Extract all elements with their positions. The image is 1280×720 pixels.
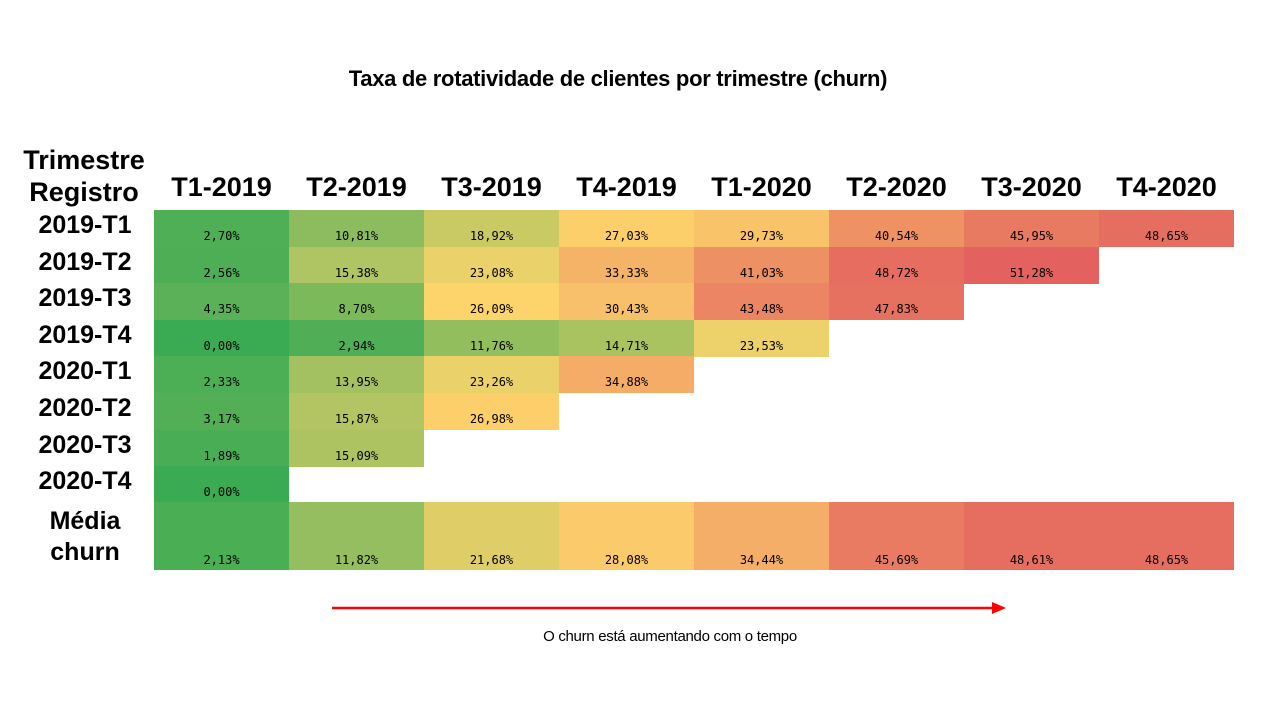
heatmap-cell: 41,03%	[694, 246, 829, 284]
heatmap-cell: 48,65%	[1099, 210, 1234, 247]
row-axis-label-line-2: Registro	[29, 177, 139, 207]
heatmap-cell: 10,81%	[289, 210, 424, 247]
heatmap-cell: 4,35%	[154, 283, 289, 321]
heatmap-cell: 1,89%	[154, 429, 289, 467]
row-header: 2019-T3	[38, 284, 132, 313]
heatmap-cell: 2,56%	[154, 246, 289, 284]
heatmap-cell: 2,70%	[154, 210, 289, 247]
row-header: 2019-T4	[38, 320, 132, 349]
column-header: T4-2019	[576, 172, 677, 202]
heatmap-cell: 30,43%	[559, 283, 694, 321]
heatmap-cell: 2,33%	[154, 356, 289, 394]
row-header: 2019-T1	[38, 211, 132, 239]
column-header: T3-2020	[981, 172, 1082, 202]
heatmap-cell: 18,92%	[424, 210, 559, 247]
heatmap-cell: 0,00%	[154, 319, 289, 357]
heatmap-cell: 15,87%	[289, 393, 424, 430]
heatmap-cell: 34,88%	[559, 356, 694, 394]
column-header: T4-2020	[1116, 172, 1217, 202]
heatmap-cell: 26,09%	[424, 283, 559, 321]
heatmap-cell: 15,09%	[289, 429, 424, 467]
heatmap-cell: 2,94%	[289, 319, 424, 357]
column-header: T1-2019	[171, 172, 272, 202]
heatmap-cell: 23,53%	[694, 319, 829, 357]
heatmap-cell: 8,70%	[289, 283, 424, 321]
heatmap-cell: 33,33%	[559, 246, 694, 284]
row-header: 2020-T2	[38, 394, 132, 422]
heatmap-cell: 27,03%	[559, 210, 694, 247]
column-header: T2-2019	[306, 172, 407, 202]
average-cell: 2,13%	[154, 502, 289, 570]
row-header: 2020-T3	[38, 430, 132, 459]
column-header: T2-2020	[846, 172, 947, 202]
row-axis-label-line-1: Trimestre	[23, 145, 145, 175]
heatmap-cell: 14,71%	[559, 319, 694, 357]
heatmap-cell: 47,83%	[829, 283, 964, 321]
heatmap-cell: 23,08%	[424, 246, 559, 284]
heatmap-cell: 15,38%	[289, 246, 424, 284]
average-row-label-line-2: churn	[50, 538, 120, 566]
heatmap-cell: 26,98%	[424, 393, 559, 430]
heatmap-cell: 40,54%	[829, 210, 964, 247]
average-cell: 11,82%	[289, 502, 424, 570]
average-cell: 48,61%	[964, 502, 1099, 570]
average-cell: 21,68%	[424, 502, 559, 570]
average-cell: 34,44%	[694, 502, 829, 570]
row-header: 2020-T4	[38, 467, 132, 496]
heatmap-cell: 45,95%	[964, 210, 1099, 247]
average-cell: 45,69%	[829, 502, 964, 570]
heatmap-cell: 13,95%	[289, 356, 424, 394]
heatmap-cell: 11,76%	[424, 319, 559, 357]
trend-caption: O churn está aumentando com o tempo	[543, 628, 797, 645]
heatmap-cell: 0,00%	[154, 466, 289, 504]
row-axis-label: Trimestre Registro	[4, 144, 164, 208]
average-row-label: Média churn	[14, 506, 156, 568]
heatmap-cell: 48,72%	[829, 246, 964, 284]
heatmap-cell: 51,28%	[964, 246, 1099, 284]
average-cell: 28,08%	[559, 502, 694, 570]
chart-title: Taxa de rotatividade de clientes por tri…	[348, 66, 888, 91]
column-header: T1-2020	[711, 172, 812, 202]
row-header: 2020-T1	[38, 357, 132, 386]
row-header: 2019-T2	[38, 247, 132, 276]
heatmap-cell: 23,26%	[424, 356, 559, 394]
average-row-label-line-1: Média	[49, 507, 121, 535]
heatmap-cell: 43,48%	[694, 283, 829, 321]
heatmap-cell: 3,17%	[154, 393, 289, 430]
average-cell: 48,65%	[1099, 502, 1234, 570]
trend-arrow-icon	[332, 602, 1006, 614]
heatmap-cell: 29,73%	[694, 210, 829, 247]
column-header: T3-2019	[441, 172, 542, 202]
